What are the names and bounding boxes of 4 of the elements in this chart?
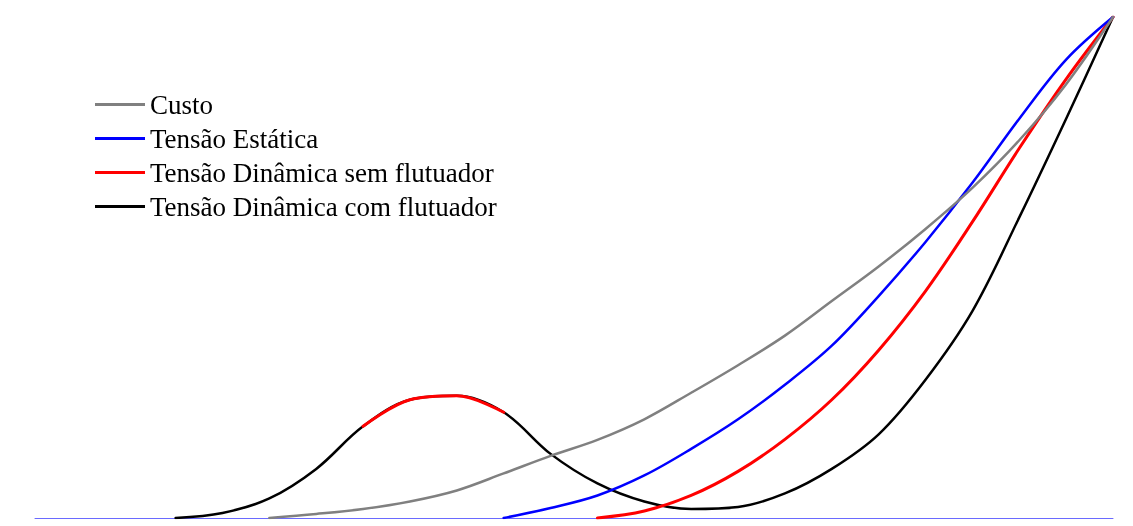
legend-label: Custo [150,89,214,120]
legend-label: Tensão Dinâmica sem flutuador [150,157,494,188]
legend-label: Tensão Estática [150,123,319,154]
legend-label: Tensão Dinâmica com flutuador [150,191,497,222]
